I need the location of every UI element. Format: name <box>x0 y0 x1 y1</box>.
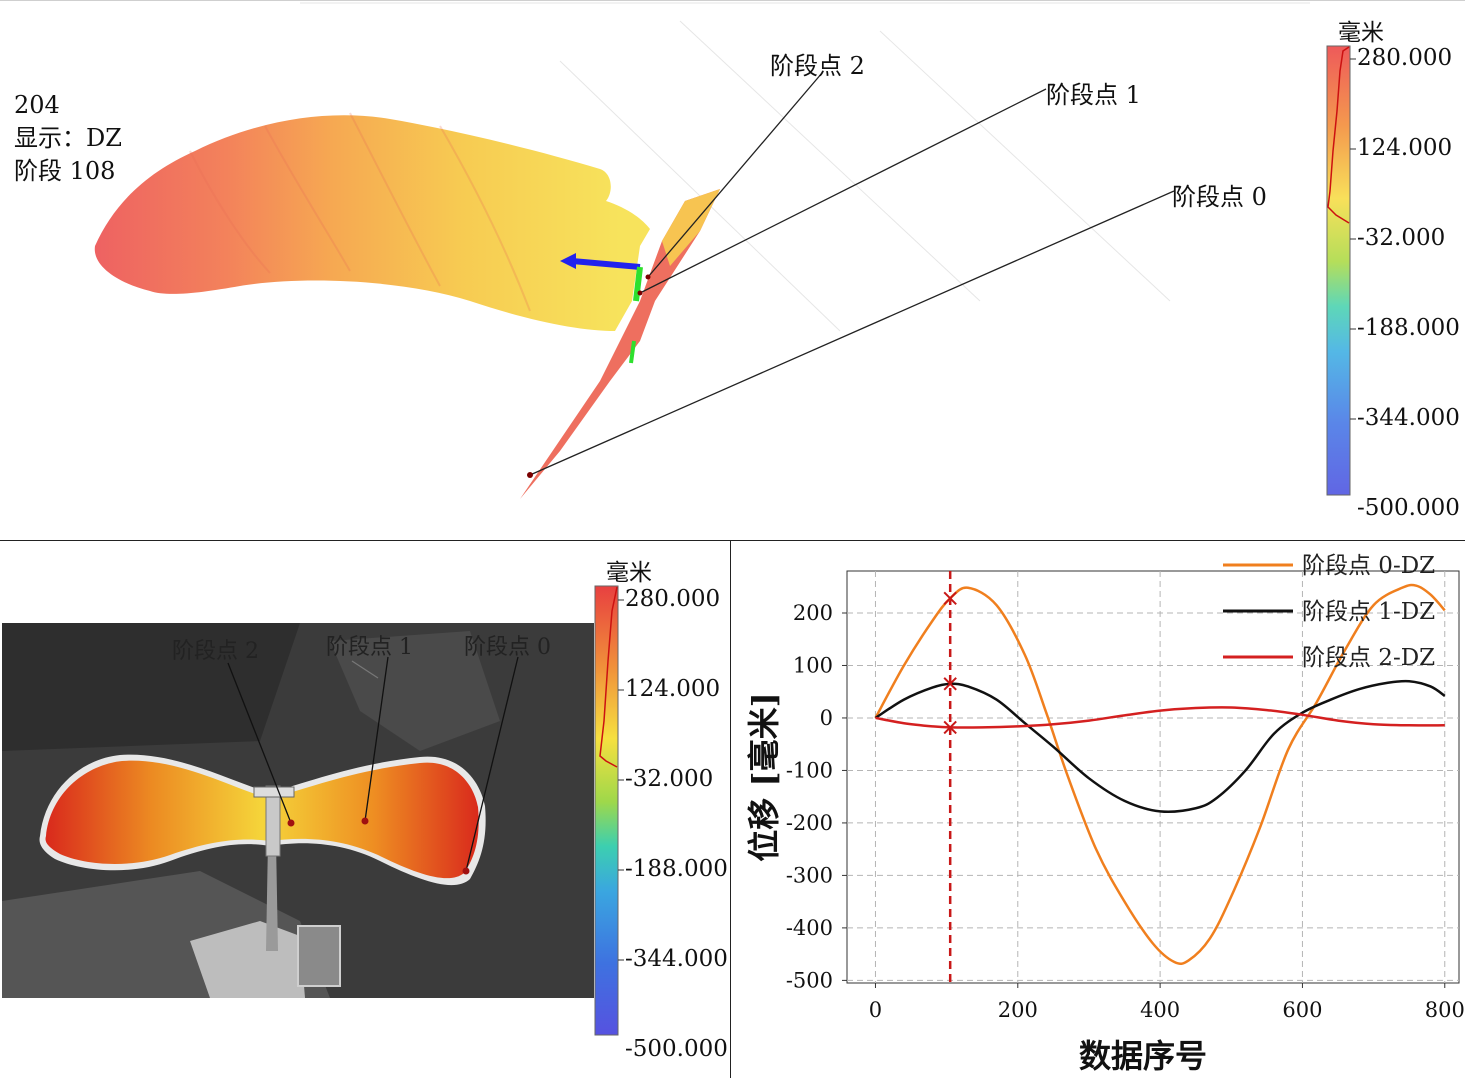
x-tick-label: 200 <box>998 998 1038 1022</box>
camera-stage-point-0-marker <box>462 867 470 875</box>
y-tick-label: 0 <box>820 706 833 730</box>
series-line-0 <box>874 583 1446 966</box>
label-leader-lines <box>529 72 1175 476</box>
colorbar-tick-label: -500.000 <box>1357 495 1460 521</box>
y-tick-label: -500 <box>786 968 833 992</box>
colorbar-tick-label: -32.000 <box>1357 225 1446 251</box>
stage-point-2-marker <box>645 274 651 280</box>
top-3d-canvas <box>94 2 1356 499</box>
camera-colorbar-unit: 毫米 <box>606 560 652 586</box>
y-axis-label: 位移 [毫米] <box>745 692 783 861</box>
top-label-stage-point-2[interactable]: 阶段点 2 <box>770 52 865 80</box>
series-line-2 <box>875 706 1445 729</box>
camera-stage-point-2-marker <box>287 819 295 827</box>
background-light-patch <box>330 631 500 751</box>
y-tick-label: -200 <box>786 811 833 835</box>
x-tick-label: 0 <box>869 998 882 1022</box>
axis-arrow-green <box>633 266 643 302</box>
background-shade <box>2 623 300 751</box>
displacement-chart-panel[interactable]: 0 200 400 600 800 200 100 0 -100 -200 -300 -400 -500… <box>730 540 1465 1078</box>
x-tick-label: 400 <box>1140 998 1180 1022</box>
camera-colorbar-tick-label: 280.000 <box>625 586 721 612</box>
stage-point-0-marker <box>527 472 533 478</box>
y-tick-label: -300 <box>786 863 833 887</box>
frame-info: 204 显示：DZ 阶段 108 <box>14 89 122 188</box>
camera-stage-point-1-marker <box>361 817 369 825</box>
x-tick-label: 800 <box>1425 998 1465 1022</box>
camera-leader-lines <box>227 656 519 872</box>
series-cursor-marker <box>943 720 957 735</box>
camera-colorbar-tick-label: -500.000 <box>625 1036 728 1062</box>
camera-colorbar-histogram <box>599 586 618 768</box>
butterfly-body <box>265 785 281 857</box>
x-axis-label: 数据序号 <box>1079 1037 1207 1075</box>
camera-colorbar-tick-label: 124.000 <box>625 676 721 702</box>
y-tick-label: 100 <box>793 653 833 677</box>
stage-index: 阶段 108 <box>14 157 116 185</box>
top-label-stage-point-0[interactable]: 阶段点 0 <box>1172 183 1267 211</box>
mechanism-box <box>297 925 341 987</box>
series-line-1 <box>874 679 1446 813</box>
axis-arrow-blue-head <box>560 253 576 269</box>
stage-point-1-marker <box>637 290 643 296</box>
camera-colorbar-ticks <box>618 599 624 961</box>
camera-canvas <box>2 585 624 1036</box>
colorbar-unit: 毫米 <box>1338 20 1384 46</box>
x-tick-label: 600 <box>1282 998 1322 1022</box>
colorbar-gradient <box>1326 45 1351 496</box>
camera-overlay-view[interactable]: 阶段点 2 阶段点 1 阶段点 0 毫米 280.000 124.000 -32… <box>0 540 730 1078</box>
camera-colorbar-tick-label: -32.000 <box>625 766 714 792</box>
camera-colorbar-tick-label: -188.000 <box>625 856 728 882</box>
wing-color-bands <box>189 112 531 312</box>
y-tick-label: -100 <box>786 758 833 782</box>
legend-label: 阶段点 1-DZ <box>1302 599 1435 625</box>
plot-area <box>846 570 1460 984</box>
colorbar-tick-marks <box>1350 58 1356 420</box>
series-cursor-marker <box>943 677 957 691</box>
legend-label: 阶段点 0-DZ <box>1302 553 1435 579</box>
camera-label-stage-point-1[interactable]: 阶段点 1 <box>326 635 413 660</box>
body-clamp <box>253 786 295 798</box>
support-rod <box>266 841 278 951</box>
colorbar-tick-label: -188.000 <box>1357 315 1460 341</box>
camera-colorbar-tick-label: -344.000 <box>625 946 728 972</box>
colorbar-tick-label: 124.000 <box>1357 135 1453 161</box>
camera-label-stage-point-2[interactable]: 阶段点 2 <box>172 639 259 664</box>
y-tick-label: 200 <box>793 601 833 625</box>
legend-label: 阶段点 2-DZ <box>1302 645 1435 671</box>
butterfly-wing-surface <box>45 760 479 879</box>
series-cursor-marker <box>943 591 957 605</box>
y-tick-label: -400 <box>786 916 833 940</box>
wing-surface-edge <box>520 189 720 499</box>
frame-number: 204 <box>14 91 60 119</box>
axis-arrow-blue <box>571 258 641 270</box>
displacement-chart: 0 200 400 600 800 200 100 0 -100 -200 -300 -400 -500… <box>745 553 1465 1075</box>
wing-surface-main <box>94 115 650 332</box>
camera-label-stage-point-0[interactable]: 阶段点 0 <box>464 635 551 660</box>
colorbar-tick-label: 280.000 <box>1357 45 1453 71</box>
colorbar-tick-label: -344.000 <box>1357 405 1460 431</box>
top-3d-view[interactable]: 204 显示：DZ 阶段 108 阶段点 2 阶段点 1 阶段点 0 毫米 28… <box>0 0 1465 538</box>
top-label-stage-point-1[interactable]: 阶段点 1 <box>1046 81 1141 109</box>
axis-arrow-green-lower <box>629 340 636 364</box>
camera-colorbar-gradient <box>594 585 619 1036</box>
display-quantity: 显示：DZ <box>14 124 122 152</box>
colorbar-histogram-line <box>1327 46 1350 224</box>
